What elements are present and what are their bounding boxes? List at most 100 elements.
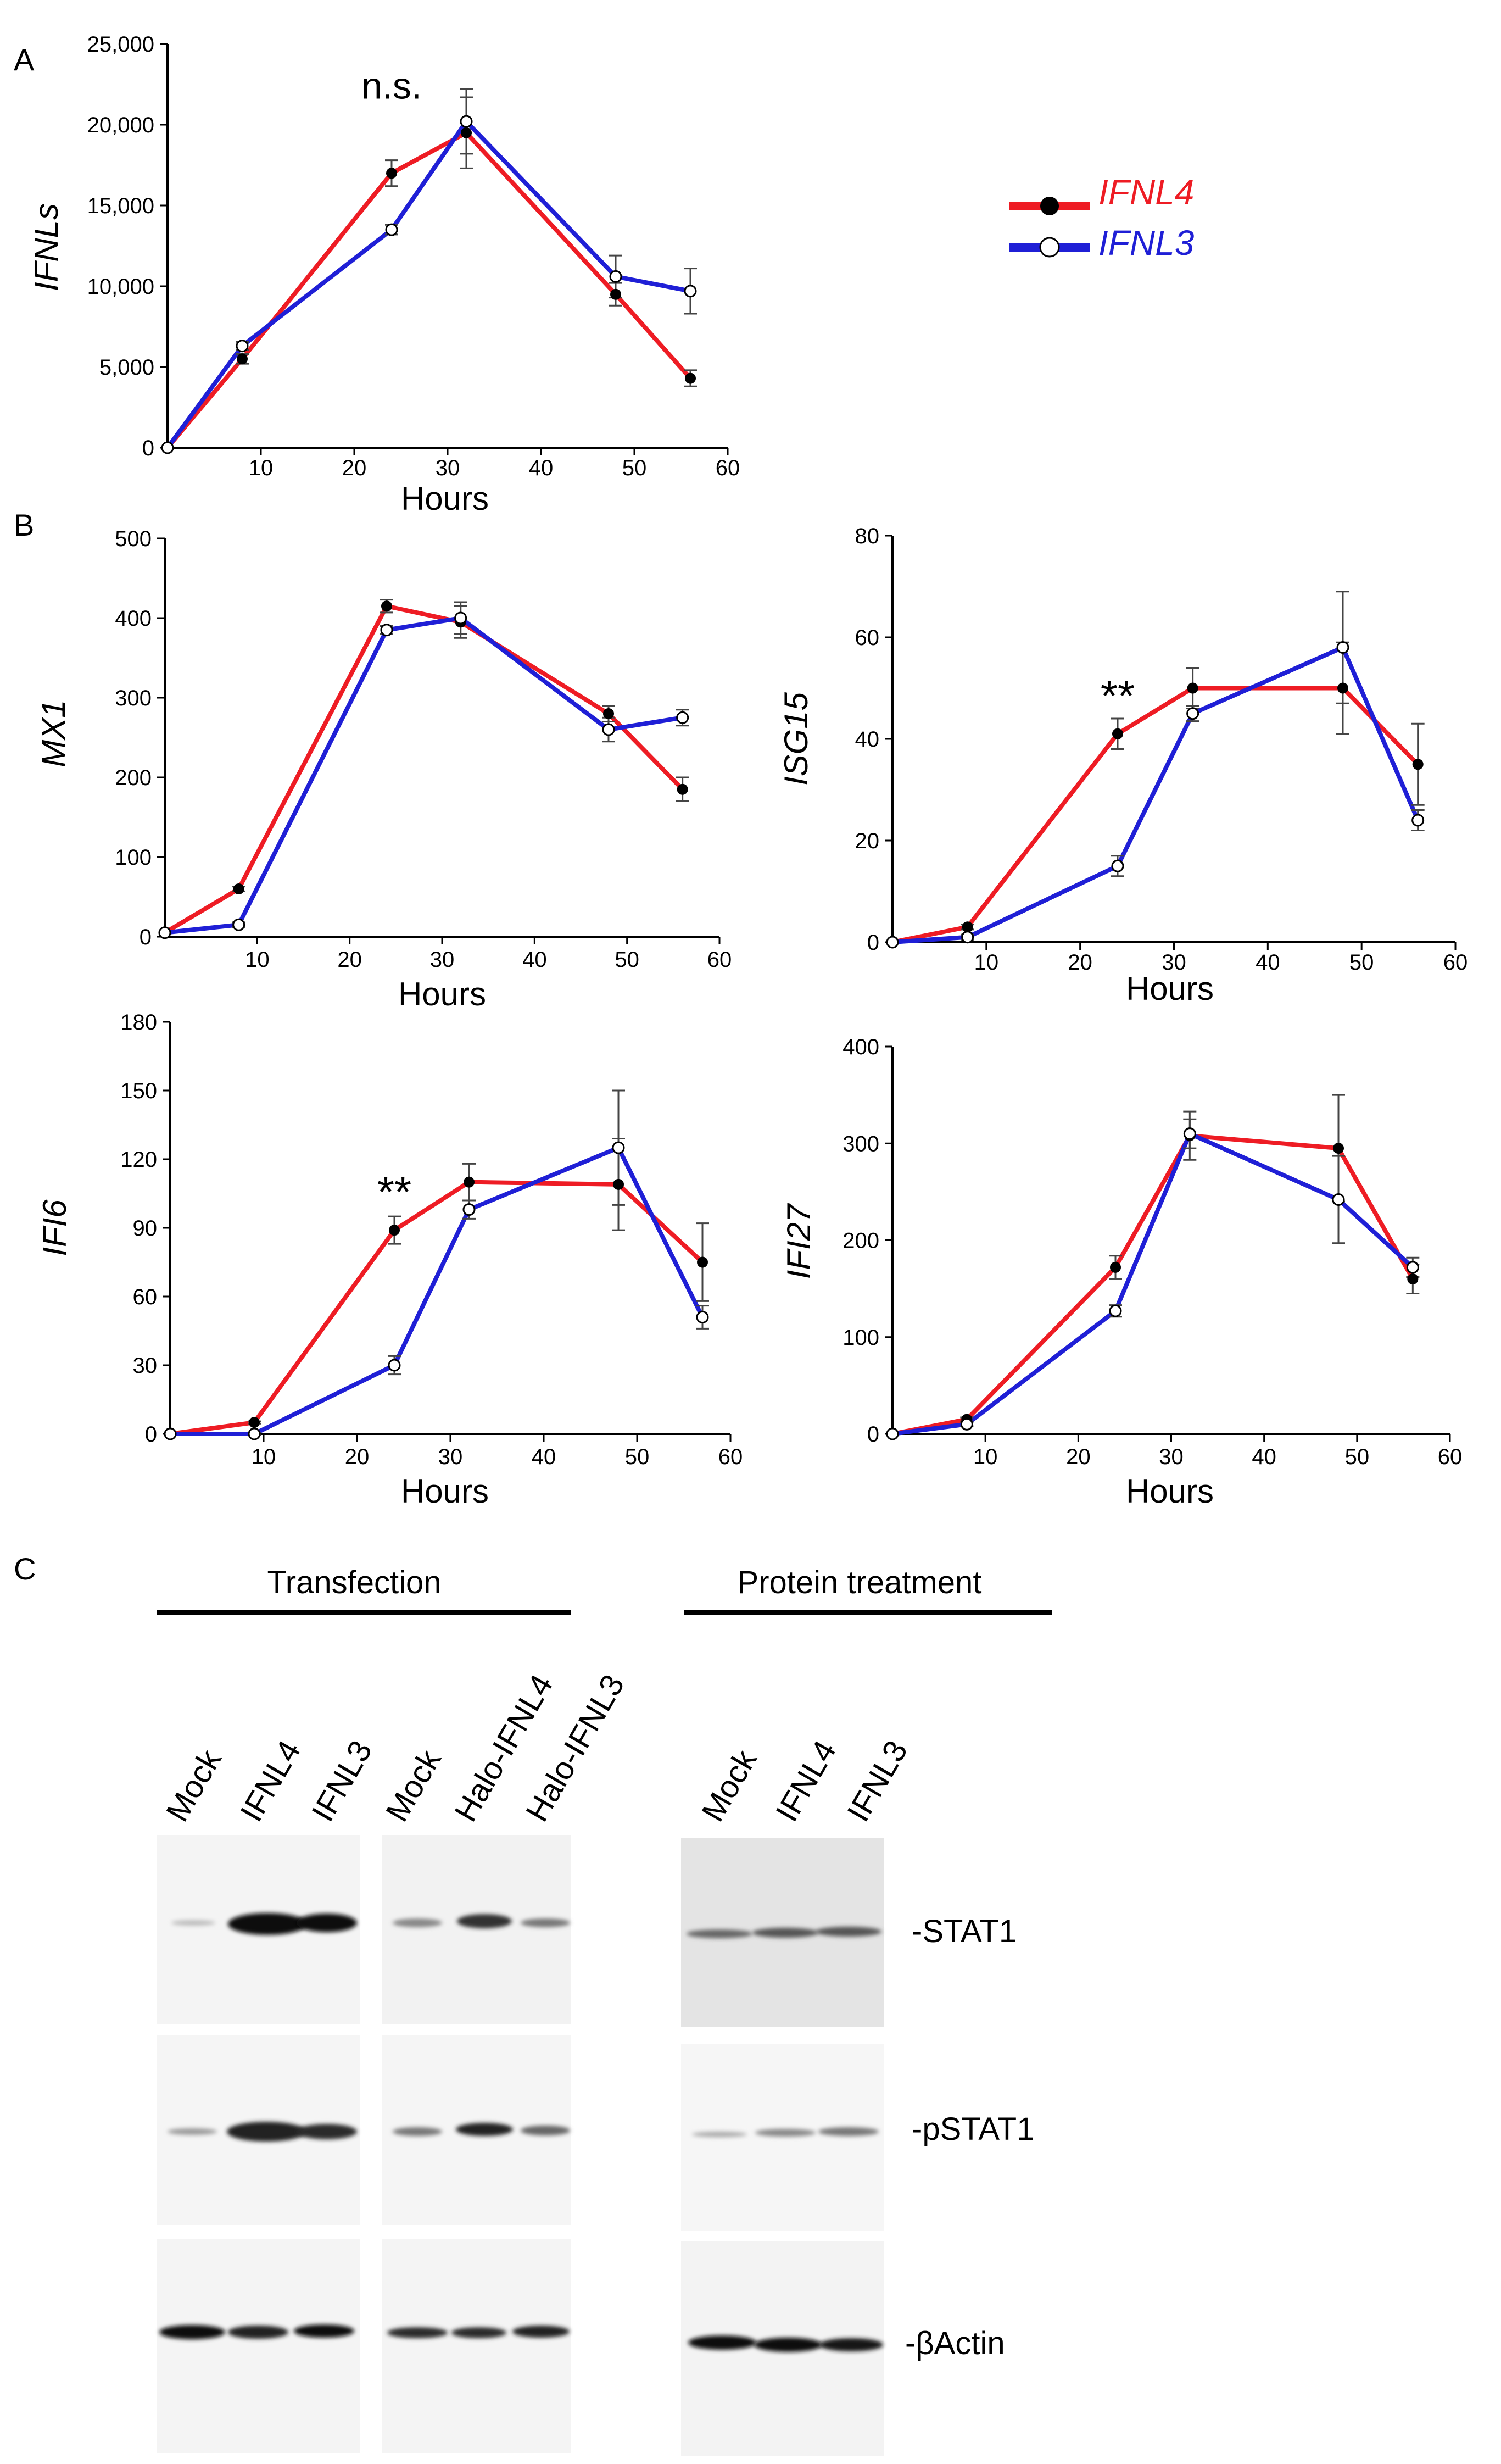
ifi27-x-tick-label: 50 <box>1345 1445 1370 1469</box>
band <box>816 1927 881 1937</box>
isg15-y-tick-label: 80 <box>855 524 880 548</box>
ifnls-ifnl3-point <box>609 270 622 283</box>
legend-ifnl4-label: IFNL4 <box>1098 173 1194 212</box>
lane-label-protein-ifnl4: IFNL4 <box>769 1734 843 1827</box>
mx1-x-tick-label: 30 <box>430 948 455 972</box>
ifnls-ifnl3-point <box>236 340 249 353</box>
mx1-ifnl3-point <box>232 918 245 931</box>
mx1-ifnl4-point <box>603 708 614 719</box>
isg15-ifnl3-line <box>892 645 1420 944</box>
ifnls-y-tick-label: 10,000 <box>87 275 154 299</box>
ifi6-x-tick-label: 10 <box>252 1445 276 1469</box>
mx1-y-tick-label: 500 <box>115 527 152 551</box>
mx1-chart: 0 100 200 300 400 500 10 20 30 40 50 60 Hours MX1 <box>35 527 732 1013</box>
ifi27-ifnl3-point <box>1406 1261 1419 1274</box>
mx1-ifnl3-point <box>380 624 393 637</box>
isg15-y-tick-label: 40 <box>855 727 880 752</box>
isg15-ifnl4-point <box>1112 728 1123 739</box>
row-label-stat1: -STAT1 <box>912 1914 1017 1949</box>
ifi6-y-tick-label: 30 <box>133 1354 158 1378</box>
band <box>755 2129 816 2137</box>
ifi27-chart: 0 100 200 300 400 10 20 30 40 50 60 Hours IFI27 <box>780 1035 1462 1510</box>
ifi6-ifnl3-point <box>388 1359 401 1372</box>
group-label-protein: Protein treatment <box>738 1565 982 1600</box>
mx1-x-tick-label: 60 <box>707 948 732 972</box>
isg15-ifnl3-point <box>961 931 974 944</box>
ifi6-x-tick-label: 50 <box>625 1445 650 1469</box>
band <box>228 2326 288 2339</box>
ifi6-x-tick-label: 60 <box>718 1445 743 1469</box>
mx1-x-tick-label: 50 <box>615 948 639 972</box>
ifi6-ifnl4-point <box>613 1178 624 1190</box>
ifnls-ifnl3-point <box>161 441 174 454</box>
ifi27-x-tick-label: 10 <box>973 1445 998 1469</box>
mx1-ifnl3-point <box>602 723 615 736</box>
isg15-y-tick-label: 20 <box>855 829 880 853</box>
western-blot-panel: Transfection Protein treatment Mock IFNL… <box>157 1565 1052 2456</box>
ifi27-ifnl4-point <box>1407 1273 1419 1284</box>
ifi27-y-tick-label: 400 <box>842 1035 879 1059</box>
ifi6-y-tick-label: 0 <box>145 1422 157 1447</box>
ifnls-y-tick-label: 5,000 <box>99 355 154 380</box>
ifnls-x-tick-label: 40 <box>529 456 554 480</box>
mx1-ifnl4-point <box>233 883 244 894</box>
ifi27-y-tick-label: 200 <box>842 1229 879 1253</box>
row-label-actin: -βActin <box>905 2326 1005 2361</box>
isg15-ifnl3-point <box>1186 707 1199 720</box>
ifnls-ifnl3-line <box>165 119 691 449</box>
panel-label-b: B <box>14 508 34 542</box>
band <box>294 2324 354 2338</box>
band <box>159 2325 225 2339</box>
ifi6-y-tick-label: 60 <box>133 1285 158 1309</box>
ifi6-ifnl4-point <box>389 1225 400 1236</box>
isg15-x-tick-label: 30 <box>1162 950 1186 975</box>
band <box>692 2132 747 2137</box>
ifi6-ifnl3-point <box>612 1141 625 1154</box>
ifi6-annotation: ** <box>377 1167 411 1216</box>
blot-actin-transfection <box>157 2239 360 2453</box>
blot-actin-halo <box>382 2239 571 2453</box>
band <box>168 2128 217 2135</box>
ifnls-y-tick-label: 15,000 <box>87 194 154 218</box>
lane-label-protein-ifnl3: IFNL3 <box>840 1734 914 1827</box>
isg15-ifnl3-point <box>1336 641 1349 654</box>
band <box>297 2124 357 2139</box>
lane-label-mock-1: Mock <box>159 1743 228 1827</box>
ifi6-x-tick-label: 20 <box>345 1445 370 1469</box>
lane-label-mock-2: Mock <box>379 1743 448 1827</box>
ifi27-ifnl4-point <box>1110 1261 1121 1273</box>
isg15-annotation: ** <box>1101 671 1135 720</box>
ifnls-ifnl4-line <box>165 130 692 449</box>
ifi6-ifnl3-point <box>696 1311 709 1323</box>
ifi6-ifnl3-point <box>164 1427 177 1440</box>
ifnls-y-tick-label: 0 <box>142 436 154 460</box>
ifnls-ifnl4-point <box>610 288 621 300</box>
legend-ifnl3-marker <box>1039 237 1060 258</box>
mx1-x-tick-label: 20 <box>337 948 362 972</box>
band <box>688 2335 756 2350</box>
mx1-ifnl3-point <box>454 611 467 625</box>
ifi6-y-tick-label: 90 <box>133 1216 158 1241</box>
mx1-ifnl4-point <box>381 600 392 612</box>
ifi6-ifnl4-line <box>170 1180 704 1436</box>
mx1-y-tick-label: 400 <box>115 607 152 631</box>
mx1-y-tick-label: 200 <box>115 766 152 790</box>
mx1-y-tick-label: 0 <box>140 925 152 949</box>
ifnls-ifnl4-point <box>386 168 397 179</box>
mx1-ifnl3-point <box>676 711 689 724</box>
mx1-y-tick-label: 100 <box>115 846 152 870</box>
ifnls-ifnl4-point <box>461 127 472 138</box>
band <box>512 2326 570 2338</box>
mx1-ifnl4-point <box>677 783 688 795</box>
ifi6-y-tick-label: 150 <box>120 1079 157 1103</box>
ifi27-y-tick-label: 300 <box>842 1132 879 1156</box>
legend-ifnl3-label: IFNL3 <box>1098 223 1195 263</box>
mx1-x-axis-label: Hours <box>398 976 486 1013</box>
lane-label-ifnl3: IFNL3 <box>305 1734 379 1827</box>
ifi27-ifnl4-line <box>892 1133 1415 1436</box>
band <box>451 2327 506 2338</box>
ifi6-ifnl4-point <box>697 1256 708 1268</box>
legend-ifnl4-marker <box>1040 197 1059 215</box>
ifnls-y-axis-label: IFNLs <box>28 203 65 291</box>
ifnls-y-tick-label: 25,000 <box>87 32 154 57</box>
